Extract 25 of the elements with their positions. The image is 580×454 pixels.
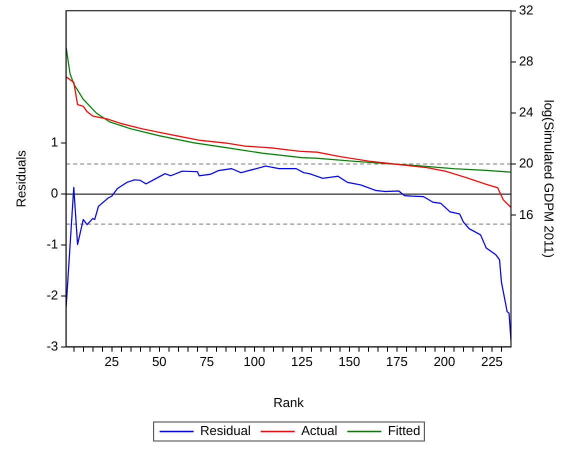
legend-label: Fitted [388,423,420,438]
y2-tick-label: 16 [518,206,534,222]
y2-tick-label: 28 [518,53,534,68]
x-tick-label: 225 [481,354,503,370]
x-axis-title: Rank [273,394,304,410]
y2-tick-label: 20 [518,156,534,171]
x-tick-label: 175 [386,354,408,370]
x-tick-label: 25 [104,354,120,370]
x-tick-label: 50 [152,354,167,370]
x-tick-label: 125 [291,354,313,370]
x-tick-label: 100 [243,354,266,370]
y-tick-label: -3 [46,338,58,354]
y2-tick-label: 32 [518,2,534,18]
y-tick-label: -1 [46,236,58,252]
x-tick-label: 200 [434,354,456,370]
x-tick-label: 150 [338,354,360,370]
y-axis-title: Residuals [13,150,28,208]
x-tick-label: 75 [200,354,214,370]
y-tick-label: 1 [50,134,58,150]
y-tick-label: 0 [50,186,58,201]
legend-label: Residual [200,423,251,438]
y2-axis-title: log(Simulated GDPM 2011) [542,100,557,258]
y2-tick-label: 24 [518,104,534,120]
y-tick-label: -2 [46,287,58,302]
legend-label: Actual [301,423,338,438]
